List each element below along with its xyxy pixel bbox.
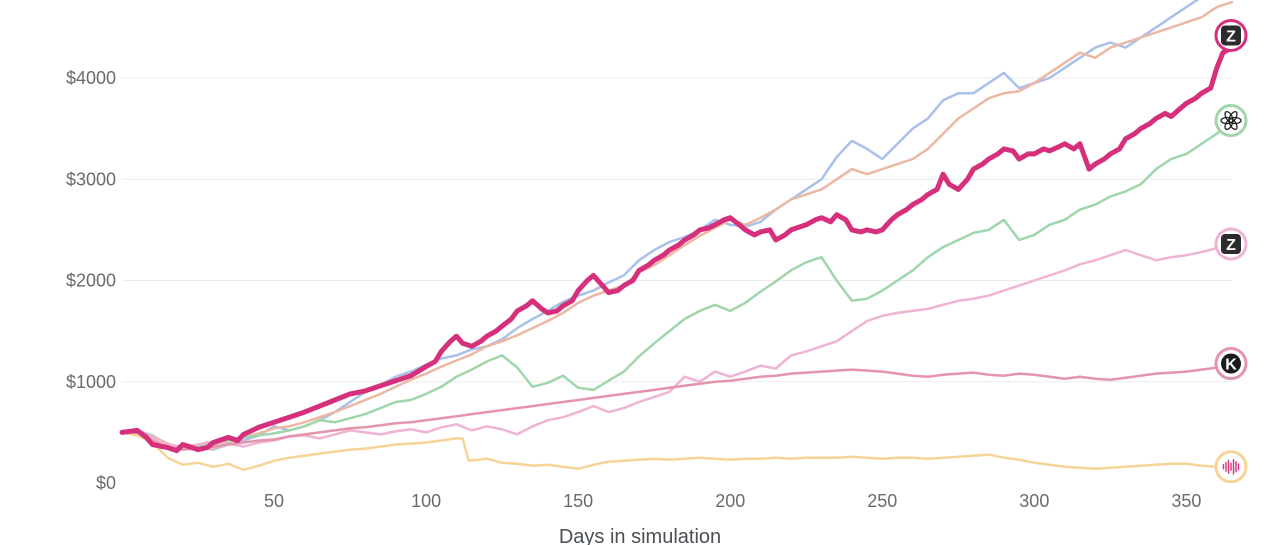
y-tick-label: $4000 xyxy=(66,68,116,88)
z-logo-icon: Z xyxy=(1214,227,1248,261)
x-tick-label: 300 xyxy=(1019,491,1049,511)
series-lines xyxy=(119,0,1235,472)
x-axis-ticks: 50 100 150 200 250 300 350 xyxy=(264,491,1201,511)
x-tick-label: 200 xyxy=(715,491,745,511)
series-line-yellow xyxy=(120,431,1234,472)
grid xyxy=(122,77,1232,383)
series-line-magenta xyxy=(119,45,1235,454)
x-tick-label: 350 xyxy=(1171,491,1201,511)
waveform-logo-icon xyxy=(1214,450,1248,484)
series-line-rose xyxy=(120,364,1234,451)
y-axis-ticks: $0 $1000 $2000 $3000 $4000 xyxy=(66,68,116,493)
openai-logo-icon xyxy=(1214,104,1248,138)
series-end-markers: Z Z K xyxy=(1214,18,1248,484)
series-line-pink xyxy=(120,242,1234,448)
x-tick-label: 250 xyxy=(867,491,897,511)
y-tick-label: $0 xyxy=(96,473,116,493)
x-tick-label: 50 xyxy=(264,491,284,511)
y-tick-label: $1000 xyxy=(66,372,116,392)
x-axis-title: Days in simulation xyxy=(559,526,721,545)
y-tick-label: $3000 xyxy=(66,169,116,189)
svg-text:Z: Z xyxy=(1226,237,1236,254)
svg-text:Z: Z xyxy=(1226,28,1236,45)
x-tick-label: 150 xyxy=(563,491,593,511)
z-logo-icon: Z xyxy=(1214,18,1248,52)
svg-text:K: K xyxy=(1225,357,1237,374)
series-line-green xyxy=(120,122,1234,450)
series-line-orange xyxy=(120,0,1234,450)
x-tick-label: 100 xyxy=(411,491,441,511)
k-logo-icon: K xyxy=(1214,347,1248,381)
y-tick-label: $2000 xyxy=(66,271,116,291)
